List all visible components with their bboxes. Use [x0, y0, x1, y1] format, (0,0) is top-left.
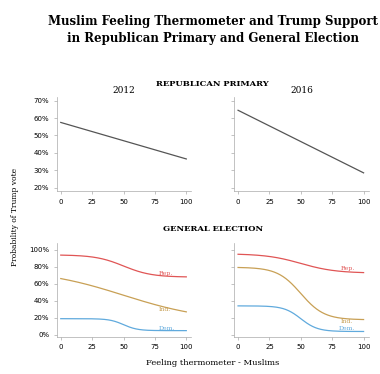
- Text: Probability of Trump vote: Probability of Trump vote: [11, 168, 19, 266]
- Title: 2012: 2012: [113, 86, 136, 95]
- Text: Ind.: Ind.: [341, 319, 353, 324]
- Text: Muslim Feeling Thermometer and Trump Support
in Republican Primary and General E: Muslim Feeling Thermometer and Trump Sup…: [48, 15, 378, 45]
- Text: Feeling thermometer - Muslims: Feeling thermometer - Muslims: [146, 359, 279, 367]
- Text: Rep.: Rep.: [341, 267, 355, 272]
- Text: Dem.: Dem.: [159, 326, 175, 331]
- Title: 2016: 2016: [290, 86, 313, 95]
- Text: Dem.: Dem.: [339, 327, 355, 331]
- Text: Rep.: Rep.: [159, 271, 173, 276]
- Text: REPUBLICAN PRIMARY: REPUBLICAN PRIMARY: [157, 80, 269, 88]
- Text: Ind.: Ind.: [159, 307, 171, 312]
- Text: GENERAL ELECTION: GENERAL ELECTION: [163, 226, 263, 233]
